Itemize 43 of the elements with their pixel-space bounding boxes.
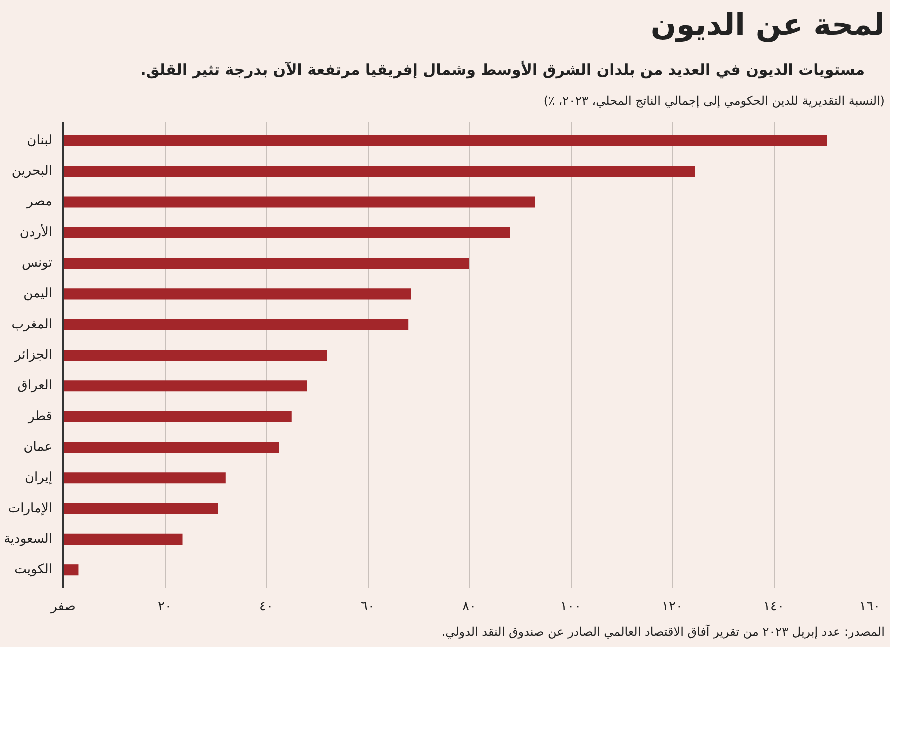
y-tick-label: الجزائر — [14, 348, 53, 364]
y-tick-label: تونس — [22, 256, 53, 272]
y-tick-label: عمان — [24, 440, 52, 456]
bar — [64, 258, 470, 270]
x-axis-title: (النسبة التقديرية للدين الحكومي إلى إجمالي الناتج المحلي، ٢٠٢٣، ٪) — [544, 93, 885, 110]
x-tick-label: ٨٠ — [462, 600, 476, 615]
bar — [64, 564, 79, 576]
y-tick-label: الإمارات — [8, 502, 52, 517]
bar — [64, 166, 696, 178]
bar — [64, 320, 409, 331]
x-tick-label: ١٠٠ — [560, 600, 582, 615]
text: المصدر: عدد إبريل ٢٠٢٣ من تقرير آفاق الاقتصاد العالمي الصادر عن صندوق النقد الدولي. — [442, 624, 885, 642]
x-tick-label: ١٢٠ — [662, 600, 683, 615]
y-tick-label: لبنان — [27, 134, 53, 149]
x-tick-label: صفر — [50, 600, 76, 615]
bar — [64, 412, 292, 423]
bar — [64, 473, 226, 484]
chart-title: لمحة عن الديون — [650, 7, 885, 45]
bar — [64, 350, 328, 362]
y-tick-label: الكويت — [14, 563, 53, 578]
x-tick-label: ٤٠ — [260, 600, 274, 615]
x-tick-label: ١٤٠ — [764, 600, 784, 615]
y-tick-label: المغرب — [12, 318, 53, 333]
bar — [64, 228, 510, 239]
bar — [64, 442, 280, 454]
chart-subtitle: مستويات الديون في العديد من بلدان الشرق الأوسط وشمال إفريقيا مرتفعة الآن بدرجة تثير القلق. — [140, 60, 865, 81]
bar — [64, 289, 412, 300]
bar — [64, 381, 308, 392]
y-tick-label: السعودية — [4, 532, 53, 548]
bar — [64, 136, 828, 147]
y-tick-label: الأردن — [20, 224, 52, 241]
y-tick-label: إيران — [24, 471, 52, 486]
bar — [64, 197, 536, 208]
bar — [64, 504, 218, 515]
y-tick-label: قطر — [27, 410, 53, 425]
bar — [64, 534, 183, 546]
y-tick-label: مصر — [26, 195, 53, 210]
y-tick-label: العراق — [18, 379, 53, 394]
y-tick-label: البحرين — [12, 164, 53, 180]
x-tick-label: ١٦٠ — [860, 600, 881, 615]
x-tick-label: ٢٠ — [158, 600, 172, 615]
x-tick-label: ٦٠ — [361, 600, 375, 615]
y-tick-label: اليمن — [24, 287, 53, 302]
